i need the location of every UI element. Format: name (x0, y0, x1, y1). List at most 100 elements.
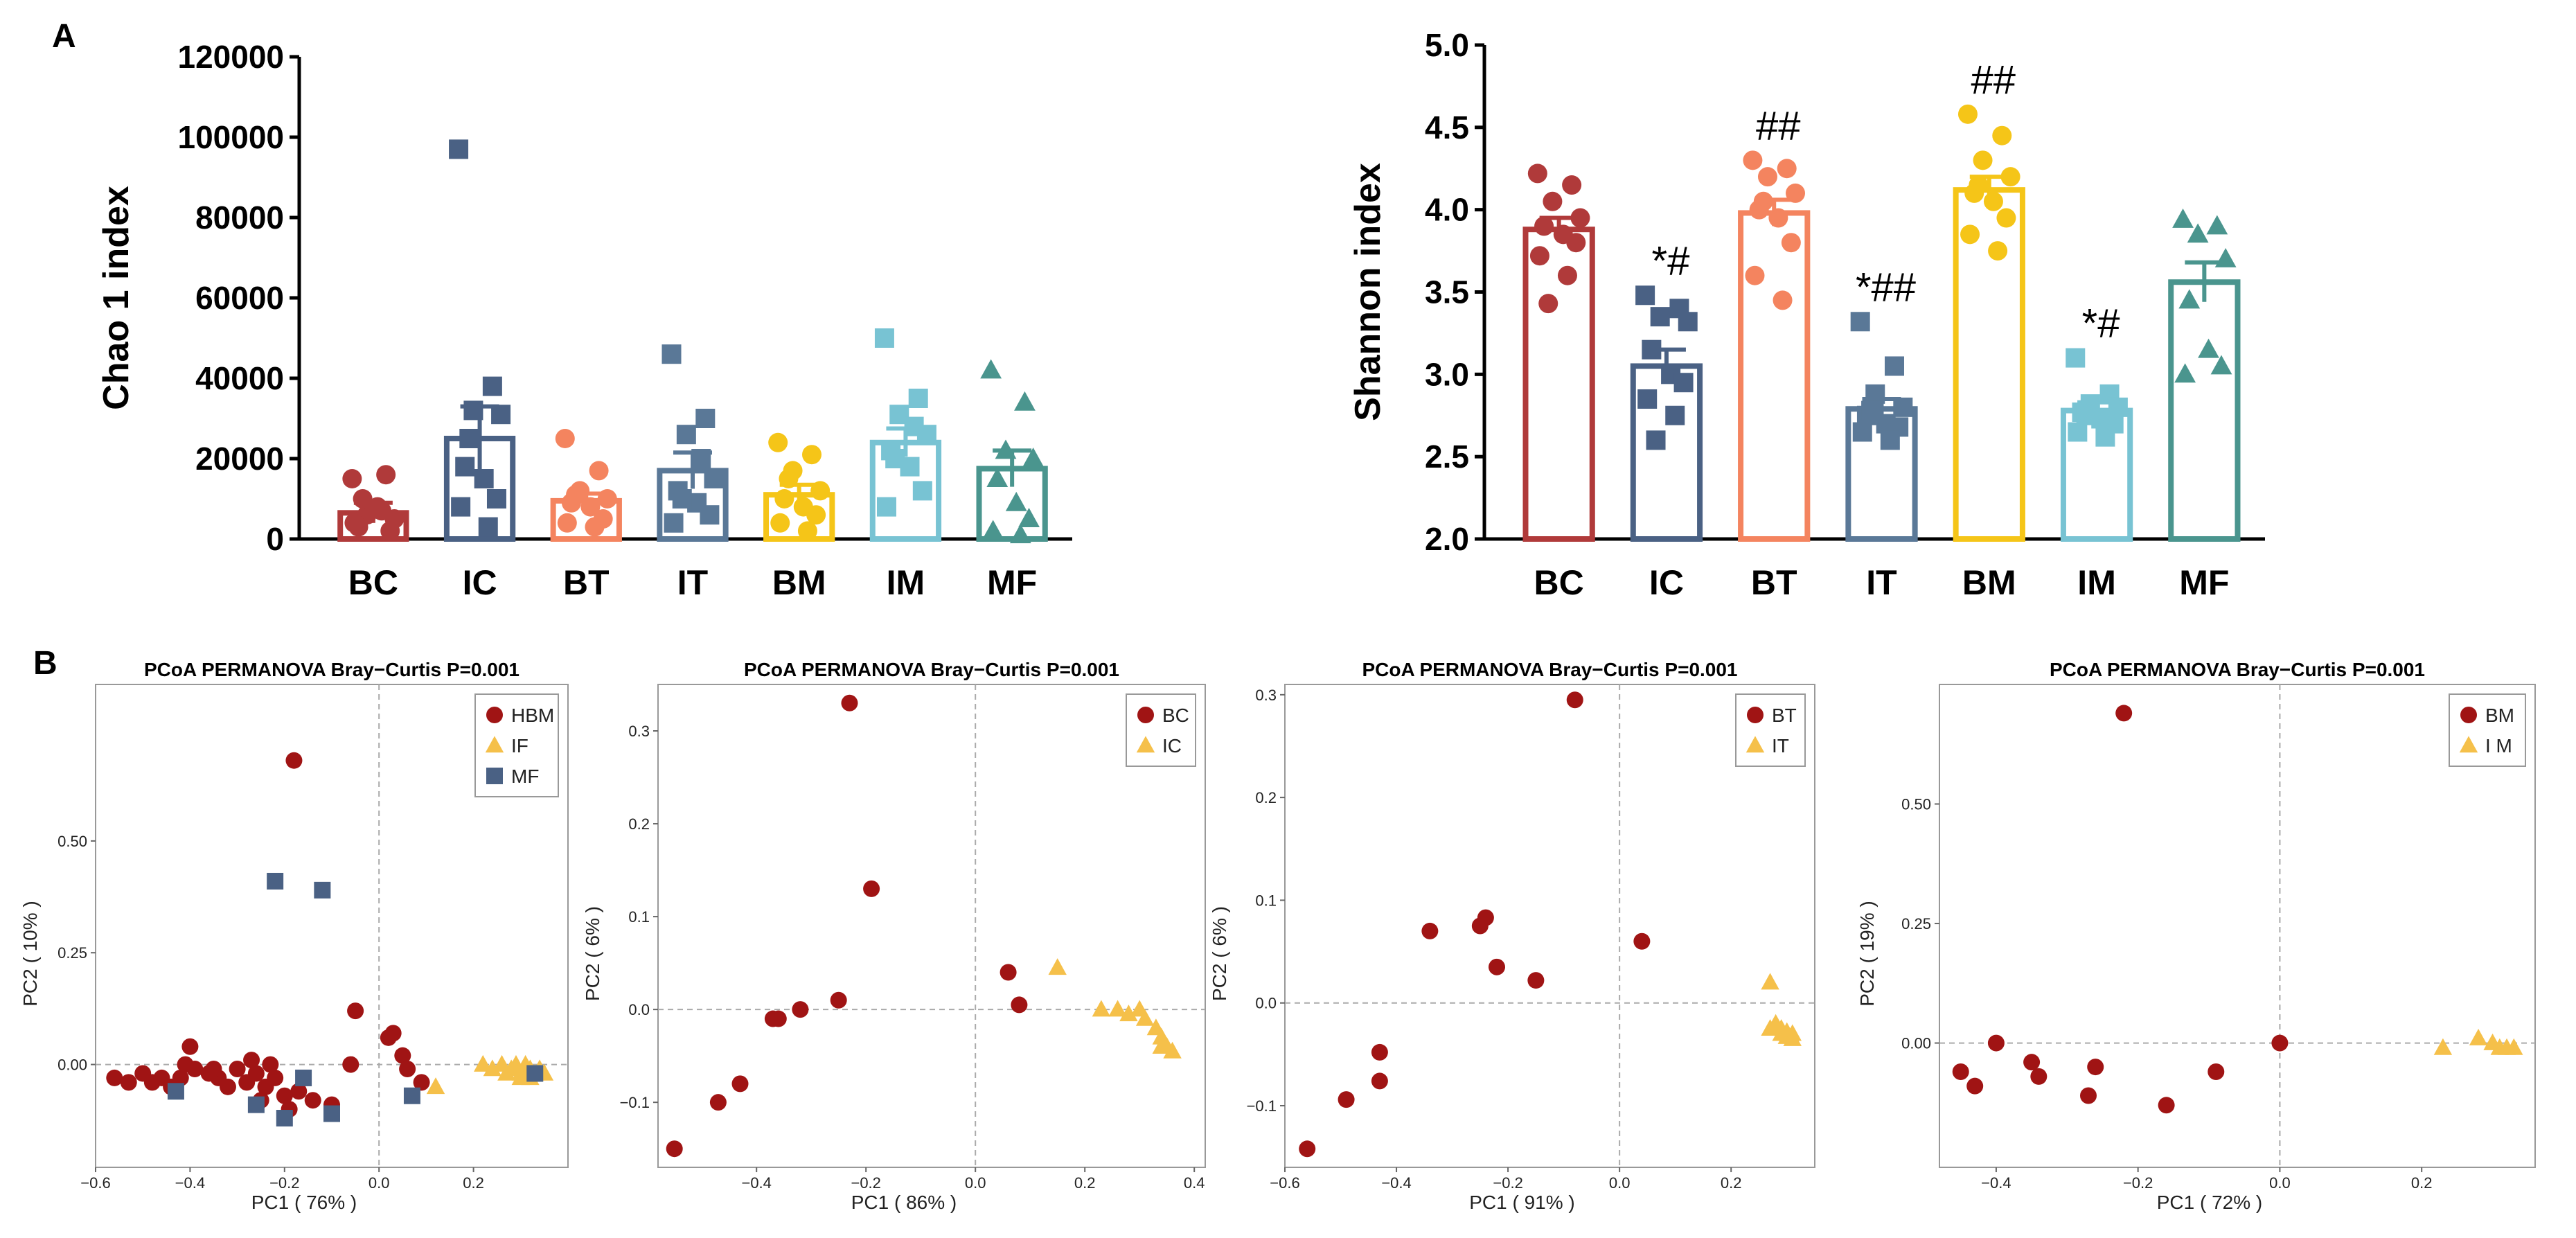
data-point (2068, 422, 2088, 442)
bt-point (1527, 972, 1545, 989)
hbm-point (267, 1069, 284, 1086)
x-tick-label: IC (463, 563, 497, 602)
data-point (1988, 241, 2008, 261)
hbm-point (243, 1052, 260, 1069)
y-tick-label: −0.1 (620, 1094, 650, 1111)
x-tick-label: 0.4 (1184, 1174, 1205, 1192)
legend-box (1126, 693, 1196, 767)
ic-point (1092, 1000, 1111, 1017)
data-point (661, 344, 682, 364)
shannon-bar-chart: 2.0 2.5 3.0 3.5 4.0 4.5 5.0 Shannon index BC IC *#… (1348, 27, 2265, 602)
legend-marker-im (2459, 736, 2478, 753)
data-point (459, 429, 479, 448)
y-tick-label: 0.50 (57, 833, 87, 850)
data-point (695, 409, 716, 428)
plot-frame (1284, 684, 1815, 1168)
bt-point (1566, 691, 1583, 709)
y-tick-label: 0.25 (1901, 915, 1931, 932)
data-point (2172, 208, 2194, 228)
legend-marker-ic (1136, 736, 1155, 753)
significance-label: ## (1756, 103, 1801, 148)
hbm-point (219, 1078, 236, 1095)
data-point (1777, 159, 1797, 179)
data-point (1642, 339, 1662, 360)
significance-label: ## (1971, 58, 2016, 103)
data-point (2210, 355, 2232, 375)
y-axis-label: Chao 1 index (96, 186, 136, 410)
y-tick-label: 0.1 (628, 908, 650, 926)
data-point (1005, 491, 1027, 511)
y-tick-label: 0.0 (1255, 995, 1277, 1012)
data-point (1678, 312, 1698, 332)
x-tick-label: 0.2 (1721, 1174, 1742, 1192)
data-point (995, 439, 1017, 459)
y-tick-label: 40000 (195, 360, 284, 396)
panel-label-a: A (52, 18, 76, 55)
bt-point (1477, 909, 1494, 926)
legend-box (2449, 693, 2526, 767)
plot-frame (95, 684, 569, 1168)
bm-point (2115, 705, 2133, 722)
legend-marker-bm (2460, 707, 2477, 723)
x-tick-label: 0.2 (463, 1174, 484, 1192)
y-tick-label: 5.0 (1425, 27, 1469, 63)
ic-point (1152, 1037, 1171, 1054)
data-point (768, 432, 788, 452)
y-axis-label: PC2 ( 6% ) (582, 906, 603, 1001)
x-tick-label: −0.4 (1981, 1174, 2011, 1192)
data-point (912, 481, 932, 501)
mf-point (526, 1065, 544, 1082)
data-point (1650, 307, 1670, 327)
data-point (449, 139, 469, 159)
y-tick-label: 0.3 (628, 723, 650, 740)
panel-label-b: B (33, 645, 57, 682)
x-tick-label: 0.2 (1074, 1174, 1096, 1192)
x-tick-label: 0.0 (965, 1174, 986, 1192)
data-point (2095, 427, 2115, 447)
x-tick-label: −0.2 (1493, 1174, 1522, 1192)
data-point (372, 501, 392, 521)
hbm-point (276, 1087, 293, 1104)
x-tick-label: −0.4 (741, 1174, 771, 1192)
data-point (1557, 265, 1577, 285)
hbm-point (172, 1069, 189, 1086)
hbm-point (205, 1061, 222, 1078)
data-point (1018, 508, 1040, 527)
it-point (1783, 1024, 1802, 1041)
hbm-point (399, 1061, 416, 1078)
hbm-point (181, 1038, 199, 1055)
legend-marker-bt (1747, 707, 1764, 723)
y-tick-label: 0.00 (57, 1056, 87, 1074)
ic-point (1048, 958, 1067, 975)
x-tick-label: −0.4 (175, 1174, 205, 1192)
bm-point (2208, 1063, 2225, 1080)
data-point (806, 505, 826, 525)
y-tick-label: 0.0 (628, 1001, 650, 1018)
legend-marker-if (485, 736, 504, 753)
data-point (1534, 216, 1554, 236)
data-point (589, 461, 609, 481)
x-tick-label: 0.0 (1609, 1174, 1631, 1192)
y-tick-label: 2.5 (1425, 439, 1469, 475)
data-point (1969, 175, 1989, 195)
y-axis-label: Shannon index (1348, 163, 1388, 421)
data-point (2000, 167, 2020, 187)
mf-point (167, 1083, 184, 1100)
data-point (555, 429, 575, 448)
mf-point (323, 1105, 340, 1122)
data-point (1893, 397, 1913, 417)
data-point (1543, 191, 1563, 211)
data-point (380, 521, 400, 541)
data-point (982, 520, 1004, 540)
data-point (1768, 208, 1788, 228)
data-point (1635, 285, 1655, 306)
if-point (497, 1063, 516, 1081)
ic-point (1119, 1005, 1138, 1022)
im-point (2505, 1038, 2523, 1055)
data-point (1753, 191, 1773, 211)
data-point (1852, 422, 1872, 442)
hbm-point (285, 752, 303, 769)
data-point (1880, 430, 1900, 450)
data-point (700, 505, 720, 525)
data-point (344, 513, 364, 533)
